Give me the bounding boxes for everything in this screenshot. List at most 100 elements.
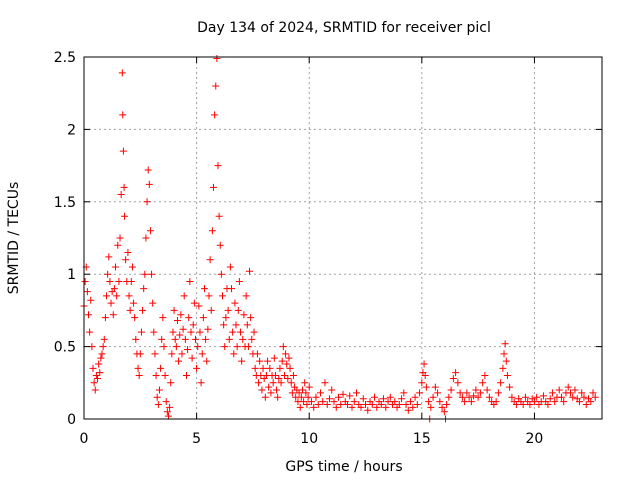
data-point [357, 403, 365, 411]
data-point [169, 328, 177, 336]
data-point [238, 357, 246, 365]
data-point [119, 147, 127, 155]
data-point [289, 372, 297, 380]
data-point [228, 285, 236, 293]
data-point [321, 379, 329, 387]
data-point [364, 406, 372, 414]
data-point [121, 212, 129, 220]
data-point [436, 398, 444, 406]
data-point [94, 374, 102, 382]
data-point [214, 162, 222, 170]
data-point [213, 54, 221, 62]
data-point [85, 311, 93, 319]
data-point [521, 393, 529, 401]
data-point [265, 383, 273, 391]
data-point [497, 379, 505, 387]
data-point [189, 321, 197, 329]
data-point [199, 314, 207, 322]
chart-title: Day 134 of 2024, SRMTID for receiver pic… [197, 20, 491, 36]
data-point [237, 328, 245, 336]
data-point [221, 343, 229, 351]
data-point [81, 277, 89, 285]
data-point [204, 325, 212, 333]
data-point [185, 314, 193, 322]
data-point [215, 212, 223, 220]
data-point [112, 263, 120, 271]
data-point [362, 401, 370, 409]
data-point [117, 191, 125, 199]
data-point [288, 389, 296, 397]
data-point [323, 401, 331, 409]
data-point [571, 386, 579, 394]
data-point [197, 379, 205, 387]
data-point [380, 395, 388, 403]
plot-frame [83, 56, 603, 420]
data-point [120, 183, 128, 191]
data-point [248, 335, 256, 343]
data-point [99, 343, 107, 351]
data-point [539, 392, 547, 400]
data-point [409, 403, 417, 411]
data-point [465, 393, 473, 401]
data-point [151, 350, 159, 358]
data-point [512, 401, 520, 409]
data-point [353, 389, 361, 397]
data-point [95, 360, 103, 368]
data-point [128, 263, 136, 271]
data-point [100, 335, 108, 343]
data-point [230, 350, 238, 358]
data-point [499, 364, 507, 372]
data-point [233, 343, 241, 351]
data-point [148, 270, 156, 278]
data-point [146, 227, 154, 235]
data-point [182, 372, 190, 380]
data-point [591, 393, 599, 401]
data-point [119, 111, 127, 119]
data-point [83, 288, 91, 296]
data-point [438, 403, 446, 411]
data-point [242, 292, 250, 300]
data-point [132, 335, 140, 343]
data-point [143, 198, 151, 206]
data-point [463, 389, 471, 397]
data-point [287, 379, 295, 387]
data-point [382, 403, 390, 411]
data-point [150, 328, 158, 336]
data-point [359, 395, 367, 403]
data-point [181, 335, 189, 343]
data-point [234, 306, 242, 314]
data-point [118, 69, 126, 77]
data-point [194, 343, 202, 351]
data-point [297, 393, 305, 401]
data-point [278, 357, 286, 365]
data-point [161, 372, 169, 380]
data-point [551, 398, 559, 406]
data-point [113, 292, 121, 300]
data-point [193, 364, 201, 372]
data-point [502, 357, 510, 365]
data-point [191, 335, 199, 343]
data-point [136, 350, 144, 358]
data-point [377, 401, 385, 409]
data-point [164, 412, 172, 420]
data-point [166, 403, 174, 411]
data-point [140, 285, 148, 293]
data-point [454, 379, 462, 387]
data-point [270, 354, 278, 362]
data-point [159, 314, 167, 322]
data-point [190, 299, 198, 307]
data-point [587, 398, 595, 406]
data-point [232, 321, 240, 329]
data-point [225, 335, 233, 343]
x-tick-label: 20 [526, 431, 544, 447]
data-point [139, 306, 147, 314]
data-point [160, 343, 168, 351]
data-point [135, 372, 143, 380]
data-point [413, 401, 421, 409]
data-point [461, 398, 469, 406]
data-point [231, 299, 239, 307]
data-point [346, 392, 354, 400]
data-point [244, 343, 252, 351]
data-point [458, 393, 466, 401]
data-point [280, 372, 288, 380]
